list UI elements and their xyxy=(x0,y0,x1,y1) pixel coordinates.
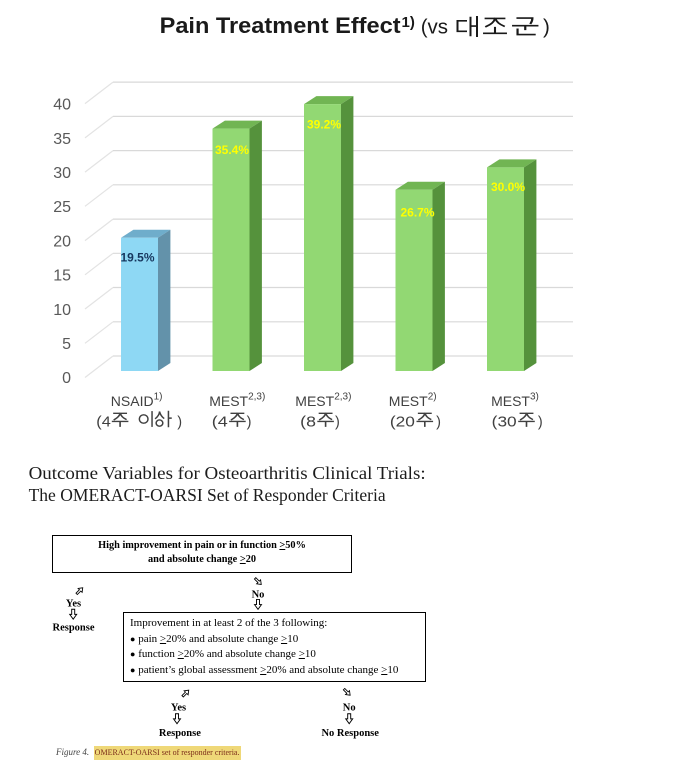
svg-text:0: 0 xyxy=(62,370,71,387)
svg-text:Pain Treatment Effect: Pain Treatment Effect xyxy=(160,13,402,38)
svg-text:MEST3): MEST3) xyxy=(491,392,539,410)
svg-text:Response: Response xyxy=(159,728,201,739)
svg-text:MEST2,3): MEST2,3) xyxy=(295,392,351,410)
svg-text:No Response: No Response xyxy=(321,728,379,739)
svg-text:MEST2,3): MEST2,3) xyxy=(209,392,265,410)
svg-text:NSAID1): NSAID1) xyxy=(111,392,163,410)
svg-text:): ) xyxy=(436,415,441,431)
svg-text:(4: (4 xyxy=(96,415,111,431)
svg-text:15: 15 xyxy=(53,268,71,285)
svg-text:35.4%: 35.4% xyxy=(215,143,249,157)
svg-text:25: 25 xyxy=(53,199,71,216)
svg-text:MEST2): MEST2) xyxy=(389,392,437,410)
svg-text:Yes: Yes xyxy=(66,599,81,610)
svg-text:19.5%: 19.5% xyxy=(120,251,154,265)
svg-text:5: 5 xyxy=(62,336,71,353)
svg-text:26.7%: 26.7% xyxy=(400,206,434,220)
svg-text:): ) xyxy=(538,415,543,431)
svg-text:20: 20 xyxy=(53,233,71,250)
svg-text:Yes: Yes xyxy=(171,703,186,714)
svg-text:(vs: (vs xyxy=(421,16,448,39)
svg-text:The OMERACT-OARSI Set of Respo: The OMERACT-OARSI Set of Responder Crite… xyxy=(29,485,386,505)
svg-text:1): 1) xyxy=(402,14,415,31)
svg-text:30.0%: 30.0% xyxy=(491,180,525,194)
svg-text:): ) xyxy=(177,415,182,431)
svg-text:): ) xyxy=(335,415,340,431)
svg-text:40: 40 xyxy=(53,97,71,114)
svg-text:(8: (8 xyxy=(300,415,316,431)
svg-text:): ) xyxy=(543,16,550,39)
svg-text:35: 35 xyxy=(53,131,71,148)
svg-text:No: No xyxy=(252,590,265,601)
svg-text:No: No xyxy=(343,703,356,714)
svg-text:10: 10 xyxy=(53,302,71,319)
svg-text:39.2%: 39.2% xyxy=(307,118,341,132)
svg-text:Response: Response xyxy=(52,623,94,634)
svg-text:): ) xyxy=(247,415,252,431)
svg-text:(4: (4 xyxy=(212,415,228,431)
svg-text:30: 30 xyxy=(53,165,71,182)
svg-text:(30: (30 xyxy=(492,415,517,431)
svg-text:(20: (20 xyxy=(390,415,415,431)
svg-text:Outcome Variables for Osteoart: Outcome Variables for Osteoarthritis Cli… xyxy=(29,463,426,483)
